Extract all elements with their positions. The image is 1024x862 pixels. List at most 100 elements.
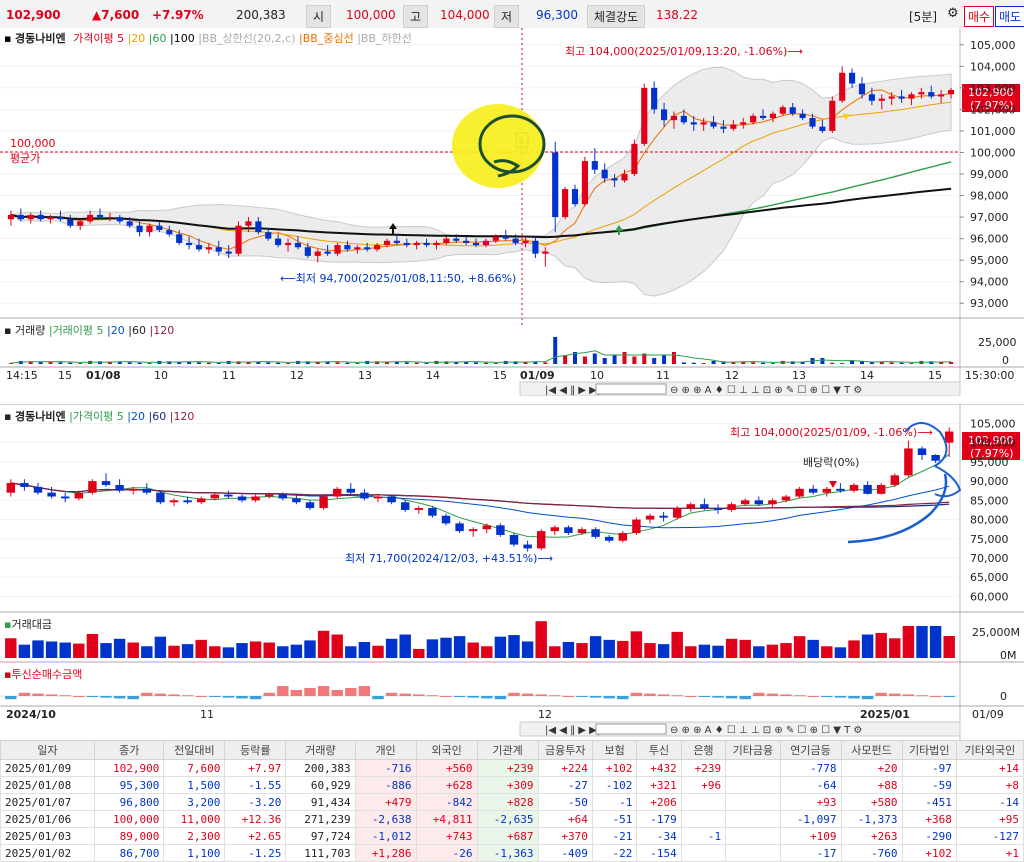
column-header[interactable]: 은행 (680, 740, 727, 760)
table-cell (725, 827, 781, 845)
volume-bar (533, 362, 538, 364)
column-header[interactable]: 금융투자 (537, 740, 593, 760)
trust-bar (644, 693, 656, 696)
intraday-candle (116, 217, 123, 222)
y-tick-label: 95,000 (970, 456, 1009, 469)
legend-volume: 거래량 (14, 324, 46, 337)
intraday-candle (57, 217, 64, 220)
intraday-candle (166, 230, 173, 235)
table-row[interactable]: 2025/01/06 100,000 11,000 +12.36 271,239 -2,6… (0, 810, 1024, 828)
daily-current-price-tag-value: 102,900 (968, 434, 1014, 447)
volume-bar (384, 361, 389, 364)
amount-bar (793, 636, 806, 658)
strength-value: 138.22 (656, 8, 698, 22)
table-cell: 2025/01/02 (0, 844, 96, 862)
daily-chart[interactable]: 최고 104,000(2025/01/09, -1.06%)⟶ 최저 71,70… (0, 404, 1024, 740)
daily-scroll-thumb[interactable] (595, 723, 667, 735)
table-row[interactable]: 2025/01/08 95,300 1,500 -1.55 60,929 -886 +628… (0, 776, 1024, 794)
column-header[interactable]: 전일대비 (163, 740, 226, 760)
daily-candle (319, 496, 328, 509)
volume-bar (741, 362, 746, 364)
daily-candle (264, 494, 274, 497)
trust-bar (45, 694, 58, 696)
column-header[interactable]: 기타금융 (725, 740, 781, 760)
column-header[interactable]: 기타외국인 (955, 740, 1024, 760)
column-header[interactable]: 기타법인 (901, 740, 957, 760)
daily-zoom-tools-icon[interactable]: ⊖ ⊕ ⊕ A ♦ ☐ ⊥ ⊥ ⊡ ⊕ ✎ ☐ ⊕ ☐ ▼ T ⚙ (670, 725, 862, 736)
table-cell: +96 (680, 776, 727, 794)
intraday-candle (433, 242, 440, 246)
intraday-candle (215, 247, 222, 252)
column-header[interactable]: 거래량 (285, 740, 356, 760)
trust-bar (617, 696, 629, 700)
column-header[interactable]: 보험 (591, 740, 638, 760)
intraday-chart[interactable]: 100,000 평균가 최고 104,000(2025/01/09,13:20,… (0, 28, 1024, 396)
column-header[interactable]: 사모펀드 (840, 740, 903, 760)
amount-bar (358, 642, 371, 658)
x-tick-label: 12 (290, 369, 304, 382)
daily-candle (904, 448, 913, 476)
volume-bar (513, 361, 518, 364)
zoom-tools-icon[interactable]: ⊖ ⊕ ⊕ A ♦ ☐ ⊥ ⊥ ⊡ ⊕ ✎ ☐ ⊕ ☐ ▼ T ⚙ (670, 385, 862, 396)
scroll-controls-icon[interactable]: |◀ ◀ ‖ ▶ ▶| (545, 385, 600, 396)
intraday-candle (205, 247, 212, 250)
interval-selector[interactable]: [5분] (909, 10, 938, 24)
daily-legend-ma20: 20 (131, 410, 145, 423)
column-header[interactable]: 연기금등 (779, 740, 842, 760)
table-cell: 7,600 (163, 759, 226, 777)
table-cell: 2025/01/08 (0, 776, 96, 794)
intraday-candle (809, 118, 816, 127)
trust-bar (73, 696, 85, 697)
amount-bar (263, 642, 275, 658)
trust-tick-zero: 0 (1000, 690, 1007, 703)
table-cell: +102 (591, 759, 638, 777)
trust-bar (222, 696, 235, 698)
daily-candle (468, 529, 478, 532)
table-row[interactable]: 2025/01/09 102,900 7,600 +7.97 200,383 -716 +5… (0, 759, 1024, 777)
amount-bar (671, 631, 683, 658)
volume-tick-zero: 0 (1002, 354, 1009, 367)
x-tick-label: 2024/10 (6, 708, 56, 721)
buy-button[interactable]: 매수 (964, 6, 995, 27)
table-cell: -27 (537, 776, 593, 794)
x-tick-label: 10 (154, 369, 168, 382)
table-cell: +20 (840, 759, 903, 777)
gear-icon[interactable]: ⚙ (947, 6, 959, 21)
column-header[interactable]: 기관계 (476, 740, 539, 760)
daily-price-grid (0, 422, 958, 597)
amount-bar (100, 643, 112, 658)
trust-bar (861, 696, 874, 700)
volume-bar (266, 362, 271, 364)
volume-bar (246, 361, 251, 364)
daily-candle (604, 536, 614, 541)
column-header[interactable]: 등락률 (224, 740, 287, 760)
trust-bar (181, 695, 194, 697)
intraday-candle (571, 189, 579, 205)
table-cell: +4,811 (415, 810, 478, 828)
daily-scroll-controls-icon[interactable]: |◀ ◀ ‖ ▶ ▶| (545, 725, 600, 736)
column-header[interactable]: 일자 (0, 740, 96, 760)
intraday-candle (730, 124, 737, 129)
table-row[interactable]: 2025/01/03 89,000 2,300 +2.65 97,724 -1,012 +7… (0, 827, 1024, 845)
table-cell: 3,200 (163, 793, 226, 811)
volume-bar (78, 363, 83, 364)
legend-bb-upper: BB_상한선(20,2,c) (201, 32, 296, 45)
y-tick-label: 75,000 (970, 533, 1009, 546)
scroll-thumb[interactable] (595, 383, 667, 395)
intraday-candle (670, 115, 678, 121)
x-tick-label: 11 (656, 369, 670, 382)
daily-candle (795, 488, 804, 497)
x-tick-label: 15 (58, 369, 72, 382)
intraday-candle (472, 242, 480, 246)
column-header[interactable]: 외국인 (415, 740, 478, 760)
daily-candle (74, 492, 84, 499)
table-cell: +1,286 (354, 844, 417, 862)
sell-button[interactable]: 매도 (995, 6, 1024, 27)
table-row[interactable]: 2025/01/07 96,800 3,200 -3.20 91,434 +479 -842… (0, 793, 1024, 811)
table-row[interactable]: 2025/01/02 86,700 1,100 -1.25 111,703 +1,286-… (0, 844, 1024, 862)
column-header[interactable]: 투신 (636, 740, 682, 760)
moving-average-lines (10, 89, 952, 252)
column-header[interactable]: 개인 (354, 740, 417, 760)
amount-bar (440, 637, 452, 658)
column-header[interactable]: 종가 (94, 740, 165, 760)
